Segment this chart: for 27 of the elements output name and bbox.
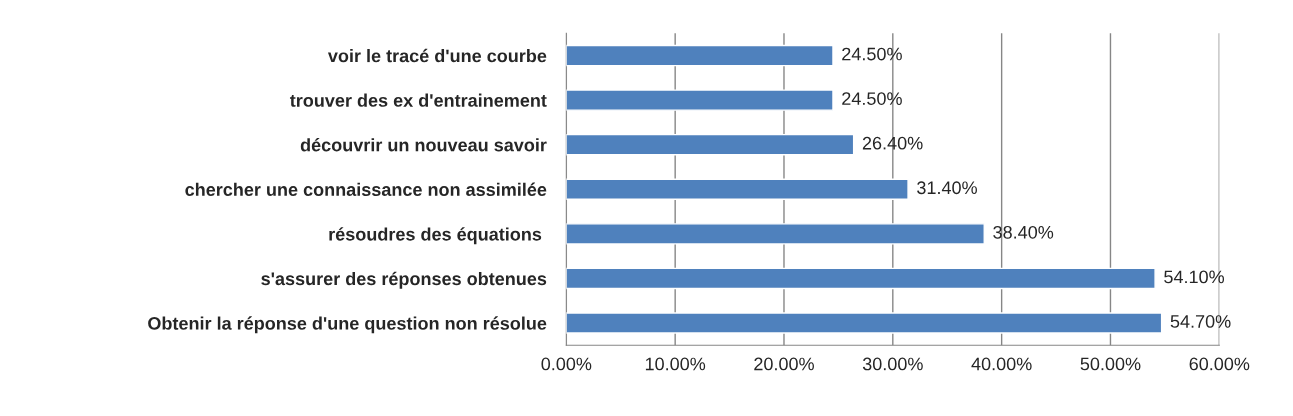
y-tick-label: s'assurer des réponses obtenues [261, 271, 547, 289]
data-label: 31.40% [917, 181, 977, 195]
y-tick-label: Obtenir la réponse d'une question non résolue [148, 316, 547, 334]
data-label: 24.50% [842, 92, 902, 105]
y-tick-label: découvrir un nouveau savoir [300, 138, 547, 152]
bar [566, 267, 1156, 290]
bar [566, 178, 909, 201]
y-tick-label: résoudres des équations [329, 227, 542, 245]
x-tick-label: 40.00% [971, 357, 1032, 371]
bar [566, 44, 834, 67]
data-label: 24.50% [842, 47, 902, 61]
x-tick-label: 50.00% [1080, 357, 1141, 371]
x-tick-label: 0.00% [541, 357, 592, 371]
y-tick-label: voir le tracé d'une courbe [327, 48, 547, 63]
data-label: 54.70% [1170, 315, 1231, 328]
bar [566, 89, 834, 111]
x-tick-label: 60.00% [1189, 357, 1250, 371]
data-label: 54.10% [1164, 270, 1225, 284]
x-tick-label: 10.00% [645, 357, 706, 371]
bar [566, 312, 1163, 334]
y-tick-label: trouver des ex d'entrainement [289, 93, 547, 107]
bar [566, 223, 985, 245]
x-tick-label: 20.00% [754, 357, 814, 371]
data-label: 26.40% [862, 136, 923, 150]
x-tick-label: 30.00% [862, 357, 923, 371]
y-tick-label: chercher une connaissance non assimilée [185, 182, 547, 196]
bar [566, 133, 855, 156]
